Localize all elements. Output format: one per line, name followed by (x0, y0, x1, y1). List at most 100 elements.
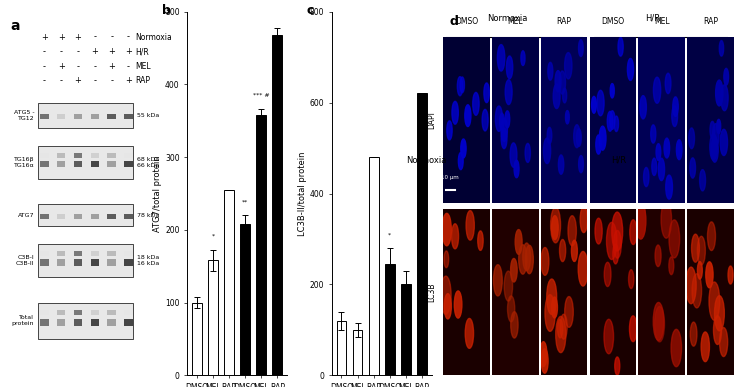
FancyBboxPatch shape (90, 259, 99, 266)
Circle shape (540, 342, 547, 366)
Circle shape (465, 319, 473, 348)
Text: **: ** (242, 199, 248, 204)
Circle shape (669, 220, 679, 258)
Text: -: - (127, 62, 130, 71)
Circle shape (613, 244, 618, 264)
Circle shape (494, 265, 502, 296)
Circle shape (708, 222, 716, 250)
Bar (240, 224, 250, 375)
Circle shape (714, 296, 725, 331)
Circle shape (457, 77, 462, 96)
Circle shape (580, 207, 588, 233)
Text: Normoxia: Normoxia (487, 14, 528, 22)
Circle shape (511, 312, 518, 338)
Circle shape (557, 319, 562, 338)
Circle shape (451, 224, 459, 249)
Text: 55 kDa: 55 kDa (137, 113, 159, 118)
Circle shape (543, 138, 551, 164)
Circle shape (478, 231, 483, 250)
Text: DMSO: DMSO (601, 17, 625, 26)
Circle shape (606, 222, 617, 260)
Text: -: - (93, 62, 96, 71)
Circle shape (720, 327, 728, 356)
Circle shape (579, 156, 583, 173)
Circle shape (508, 296, 515, 322)
FancyBboxPatch shape (107, 251, 116, 256)
Circle shape (444, 251, 449, 268)
Circle shape (611, 84, 614, 98)
Bar (401, 284, 411, 375)
FancyBboxPatch shape (107, 259, 116, 266)
FancyBboxPatch shape (57, 251, 65, 256)
FancyBboxPatch shape (38, 146, 133, 179)
Circle shape (515, 229, 522, 254)
Circle shape (445, 294, 451, 319)
FancyBboxPatch shape (74, 161, 82, 168)
FancyBboxPatch shape (40, 214, 49, 219)
Text: 68 kDa
66 kDa: 68 kDa 66 kDa (137, 157, 159, 168)
Circle shape (440, 276, 451, 314)
Circle shape (640, 96, 646, 119)
FancyBboxPatch shape (74, 114, 82, 119)
Text: 10 μm: 10 μm (442, 175, 459, 180)
Circle shape (665, 73, 671, 94)
Circle shape (697, 236, 705, 265)
Circle shape (461, 139, 466, 158)
Circle shape (604, 319, 614, 354)
Circle shape (556, 316, 566, 353)
FancyBboxPatch shape (107, 214, 116, 219)
Text: *** #: *** # (253, 93, 270, 98)
Circle shape (484, 83, 489, 103)
Text: -: - (60, 47, 63, 56)
Text: H/R: H/R (645, 14, 660, 22)
FancyBboxPatch shape (57, 259, 65, 266)
Circle shape (692, 274, 702, 308)
Bar (208, 260, 218, 375)
Text: c: c (307, 4, 314, 17)
Circle shape (514, 160, 519, 178)
Circle shape (576, 129, 582, 146)
Circle shape (652, 158, 657, 175)
FancyBboxPatch shape (107, 161, 116, 168)
Circle shape (454, 291, 462, 318)
Text: +: + (41, 33, 48, 41)
FancyBboxPatch shape (57, 214, 65, 219)
Circle shape (559, 155, 564, 174)
Circle shape (559, 240, 565, 262)
Circle shape (466, 211, 474, 240)
Circle shape (701, 332, 709, 362)
FancyBboxPatch shape (57, 114, 65, 119)
Circle shape (697, 262, 702, 279)
Circle shape (551, 216, 558, 240)
Circle shape (610, 111, 615, 129)
Bar (336, 321, 346, 375)
FancyBboxPatch shape (40, 161, 49, 168)
Circle shape (709, 282, 720, 320)
Circle shape (688, 128, 694, 149)
Circle shape (555, 70, 561, 92)
Circle shape (654, 77, 661, 103)
Bar (192, 303, 202, 375)
Circle shape (447, 121, 452, 140)
Circle shape (568, 216, 576, 246)
FancyBboxPatch shape (124, 161, 133, 168)
Circle shape (574, 125, 580, 148)
Circle shape (608, 111, 613, 131)
Circle shape (510, 143, 517, 167)
Circle shape (630, 220, 637, 245)
Text: *: * (211, 234, 214, 239)
Bar (256, 115, 266, 375)
Text: +: + (75, 76, 82, 85)
Text: DAPI: DAPI (428, 111, 436, 129)
Circle shape (655, 245, 661, 267)
FancyBboxPatch shape (74, 214, 82, 219)
Circle shape (460, 77, 465, 93)
Circle shape (615, 357, 619, 375)
Text: H/R: H/R (135, 47, 149, 56)
Circle shape (644, 168, 649, 187)
Text: RAP: RAP (556, 17, 571, 26)
Circle shape (636, 202, 646, 239)
Circle shape (710, 134, 717, 160)
Circle shape (724, 68, 728, 85)
FancyBboxPatch shape (107, 319, 116, 326)
